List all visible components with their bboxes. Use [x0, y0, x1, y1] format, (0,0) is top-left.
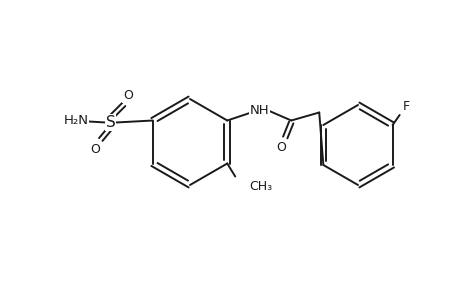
Text: S: S [106, 115, 115, 130]
Text: CH₃: CH₃ [249, 180, 272, 193]
Text: O: O [123, 89, 132, 102]
Text: H₂N: H₂N [63, 114, 88, 127]
Text: NH: NH [249, 104, 269, 117]
Text: F: F [402, 100, 409, 112]
Text: O: O [90, 143, 100, 156]
Text: O: O [276, 141, 285, 154]
